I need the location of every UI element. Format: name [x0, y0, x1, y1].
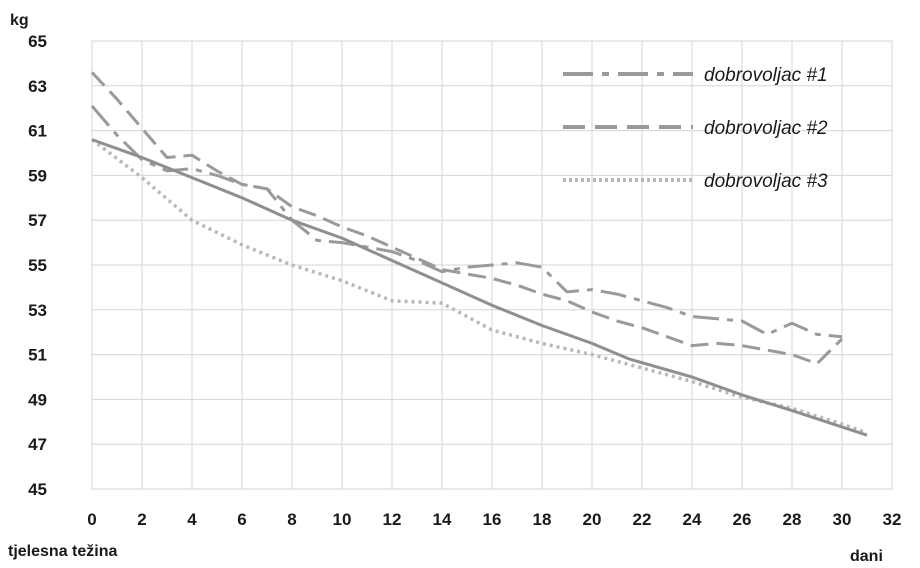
x-tick-label: 12	[383, 510, 402, 529]
x-tick-label: 22	[633, 510, 652, 529]
y-tick-label: 57	[28, 211, 47, 230]
y-tick-label: 45	[28, 480, 47, 499]
y-unit-label: kg	[10, 12, 29, 29]
y-tick-label: 55	[28, 256, 47, 275]
x-tick-label: 14	[433, 510, 452, 529]
x-tick-label: 24	[683, 510, 702, 529]
y-tick-label: 47	[28, 435, 47, 454]
x-tick-label: 4	[187, 510, 197, 529]
y-tick-label: 49	[28, 390, 47, 409]
legend-label: dobrovoljac #1	[704, 65, 828, 86]
x-tick-label: 2	[137, 510, 146, 529]
y-tick-label: 53	[28, 301, 47, 320]
x-tick-label: 28	[783, 510, 802, 529]
series-lines	[90, 71, 868, 437]
x-tick-label: 0	[87, 510, 96, 529]
x-tick-label: 10	[333, 510, 352, 529]
y-tick-label: 51	[28, 346, 47, 365]
x-tick-label: 18	[533, 510, 552, 529]
y-tick-label: 63	[28, 77, 47, 96]
y-tick-label: 59	[28, 166, 47, 185]
y-tick-labels: 45 47 49 51 53 55 57 59 61 63 65	[28, 32, 47, 499]
y-axis-title: tjelesna težina	[8, 543, 117, 560]
x-tick-labels: 0 2 4 6 8 10 12 14 16 18 20 22 24 26 28 30 32	[87, 510, 901, 529]
x-tick-label: 16	[483, 510, 502, 529]
series-line-1	[90, 105, 843, 339]
series-line-4	[91, 138, 868, 437]
y-tick-label: 61	[28, 122, 47, 141]
grid-lines	[91, 40, 893, 490]
x-tick-label: 20	[583, 510, 602, 529]
legend-label: dobrovoljac #3	[704, 171, 828, 192]
x-tick-label: 8	[287, 510, 296, 529]
x-tick-label: 26	[733, 510, 752, 529]
x-axis-title: dani	[850, 548, 883, 565]
y-tick-label: 65	[28, 32, 47, 51]
x-tick-label: 32	[883, 510, 902, 529]
legend: dobrovoljac #1 dobrovoljac #2 dobrovoljac …	[563, 65, 828, 192]
legend-label: dobrovoljac #2	[704, 118, 828, 139]
series-line-2	[90, 71, 844, 366]
x-tick-label: 6	[237, 510, 246, 529]
x-tick-label: 30	[833, 510, 852, 529]
